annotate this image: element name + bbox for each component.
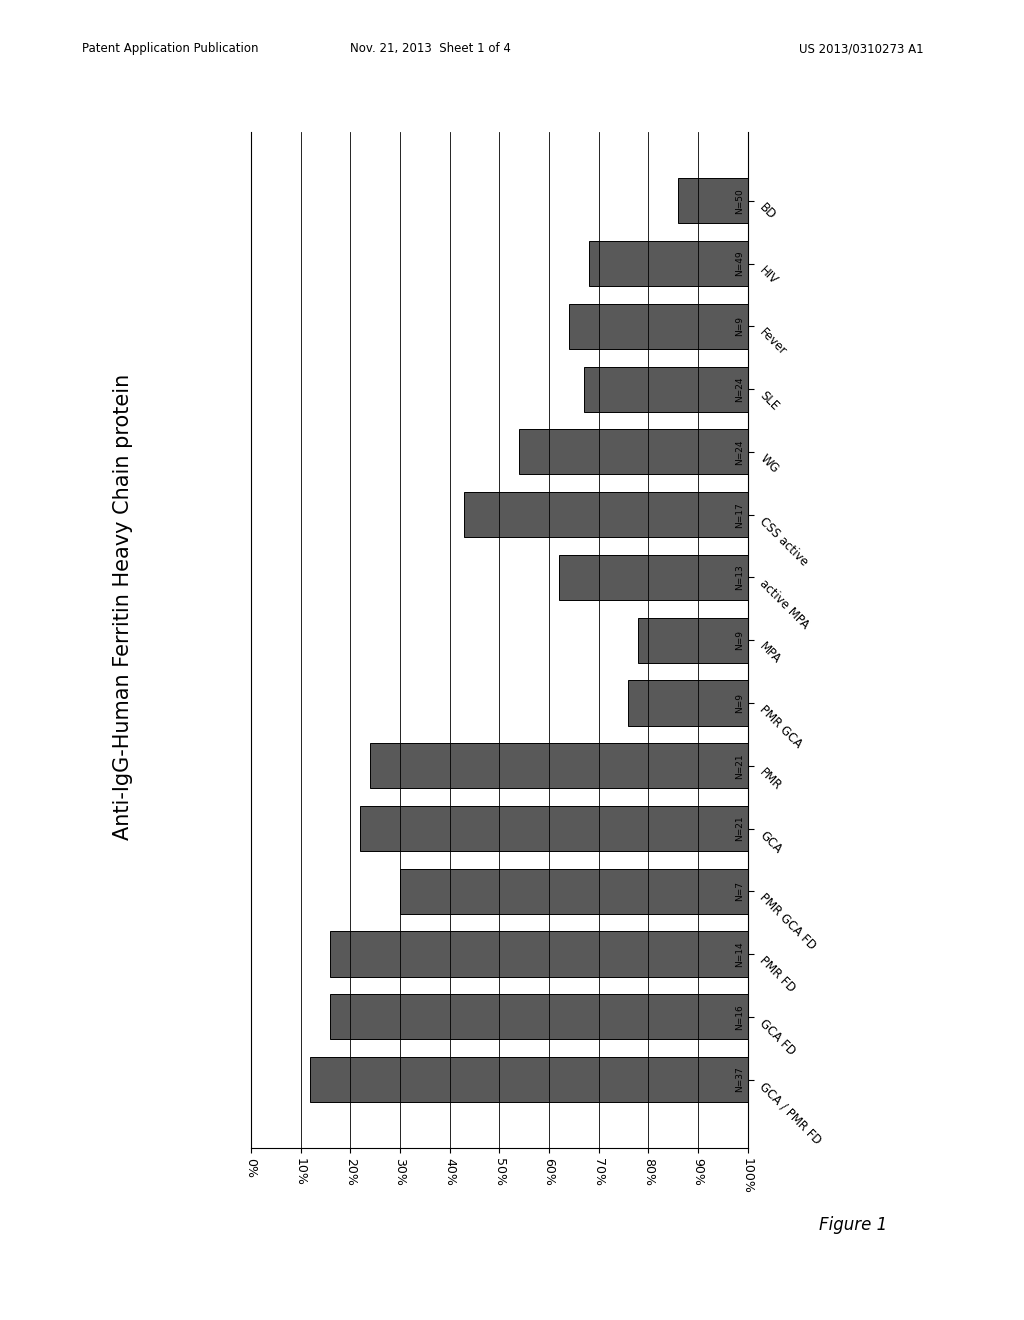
Text: N=17: N=17	[735, 502, 744, 528]
Bar	[629, 680, 748, 726]
Text: Figure 1: Figure 1	[819, 1216, 888, 1234]
Text: N=9: N=9	[735, 317, 744, 337]
Text: N=24: N=24	[735, 376, 744, 401]
Text: Anti-IgG-Human Ferritin Heavy Chain protein: Anti-IgG-Human Ferritin Heavy Chain prot…	[113, 374, 133, 841]
Text: Patent Application Publication: Patent Application Publication	[82, 42, 258, 55]
Bar	[559, 554, 748, 601]
Text: N=24: N=24	[735, 440, 744, 465]
Text: N=16: N=16	[735, 1005, 744, 1030]
Bar	[465, 492, 748, 537]
Text: N=14: N=14	[735, 941, 744, 966]
Bar	[360, 807, 748, 851]
Text: N=21: N=21	[735, 816, 744, 841]
Text: N=21: N=21	[735, 752, 744, 779]
Bar	[399, 869, 748, 913]
Bar	[370, 743, 748, 788]
Text: N=50: N=50	[735, 187, 744, 214]
Bar	[678, 178, 748, 223]
Text: N=7: N=7	[735, 882, 744, 902]
Bar	[584, 367, 748, 412]
Text: N=37: N=37	[735, 1067, 744, 1093]
Text: N=49: N=49	[735, 251, 744, 276]
Text: Nov. 21, 2013  Sheet 1 of 4: Nov. 21, 2013 Sheet 1 of 4	[349, 42, 511, 55]
Bar	[638, 618, 748, 663]
Text: N=9: N=9	[735, 630, 744, 651]
Text: N=13: N=13	[735, 565, 744, 590]
Bar	[331, 932, 748, 977]
Bar	[568, 304, 748, 348]
Text: US 2013/0310273 A1: US 2013/0310273 A1	[799, 42, 924, 55]
Bar	[519, 429, 748, 474]
Bar	[310, 1057, 748, 1102]
Bar	[331, 994, 748, 1039]
Bar	[589, 242, 748, 286]
Text: N=9: N=9	[735, 693, 744, 713]
